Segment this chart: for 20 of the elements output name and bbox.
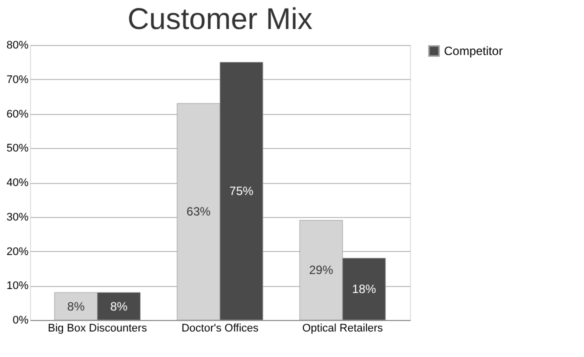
y-tick-label: 80% — [6, 40, 29, 52]
data-label: 63% — [186, 204, 211, 219]
data-label: 8% — [110, 299, 128, 314]
data-label: 29% — [309, 263, 334, 278]
y-tick-label: 50% — [6, 142, 29, 155]
y-tick-label: 20% — [6, 246, 29, 258]
chart-title: Customer Mix — [127, 3, 313, 36]
x-tick-label: Big Box Discounters — [48, 322, 148, 334]
legend-label: Competitor — [444, 44, 503, 58]
y-tick-label: 70% — [6, 74, 29, 86]
y-tick-label: 10% — [6, 280, 29, 292]
data-label: 8% — [67, 299, 85, 314]
data-label: 18% — [352, 282, 376, 296]
data-label: 75% — [229, 184, 254, 198]
x-tick-label: Doctor's Offices — [181, 322, 260, 334]
y-tick-label: 0% — [12, 314, 29, 326]
y-tick-label: 60% — [6, 108, 29, 120]
y-tick-label: 30% — [6, 211, 29, 224]
y-tick-label: 40% — [6, 177, 29, 189]
x-tick-label: Optical Retailers — [302, 322, 384, 334]
